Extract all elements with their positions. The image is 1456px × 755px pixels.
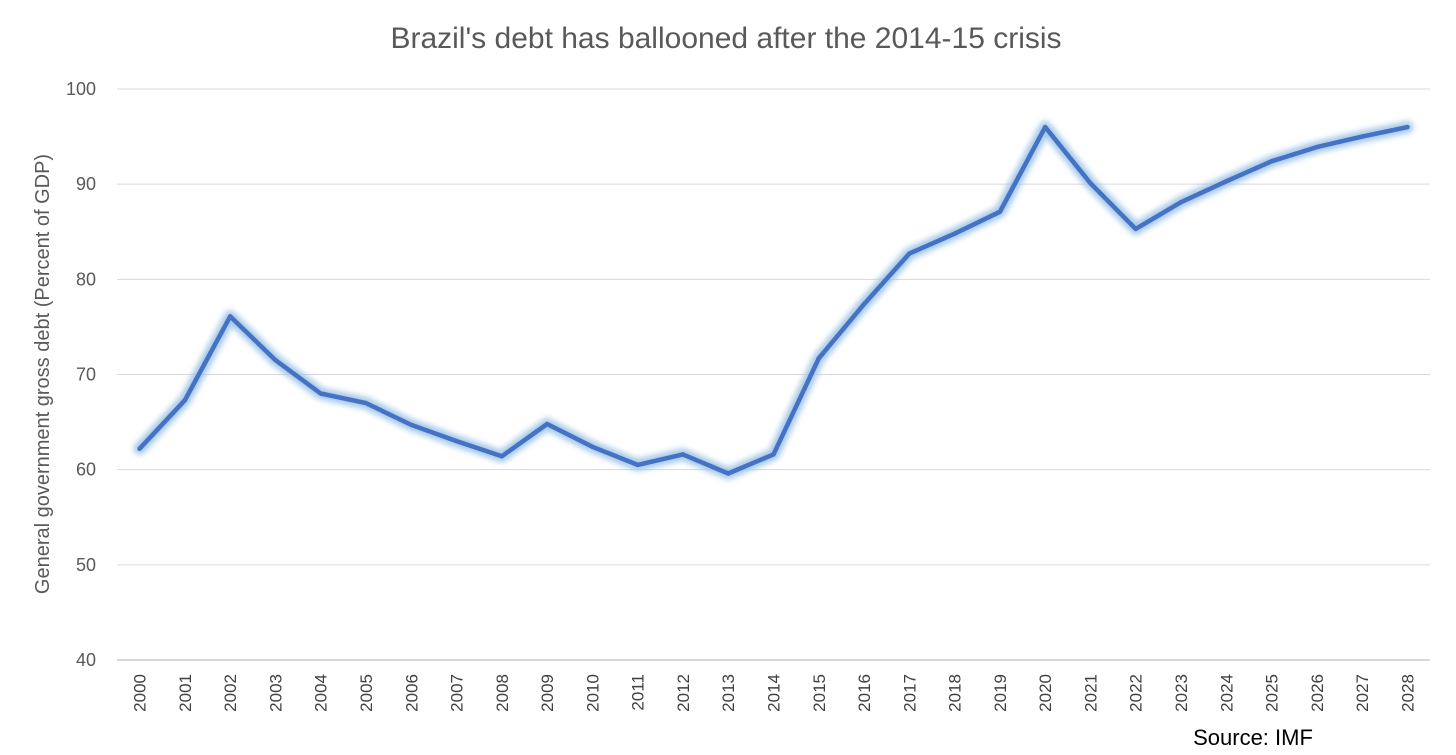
data-point <box>816 356 821 361</box>
y-axis-ticks: 40 50 60 70 80 90 100 <box>66 79 96 670</box>
data-point <box>318 391 323 396</box>
x-tick-label: 2005 <box>357 674 376 712</box>
y-tick-label: 100 <box>66 79 96 99</box>
x-tick-label: 2008 <box>493 674 512 712</box>
x-tick-label: 2026 <box>1308 674 1327 712</box>
data-point <box>137 446 142 451</box>
data-point <box>726 471 731 476</box>
x-tick-label: 2002 <box>221 674 240 712</box>
chart-title: Brazil's debt has ballooned after the 20… <box>390 22 1061 55</box>
x-tick-label: 2000 <box>131 674 150 712</box>
data-point <box>861 301 867 307</box>
y-tick-label: 40 <box>76 650 96 670</box>
data-point <box>1269 159 1274 164</box>
data-point <box>454 438 459 444</box>
series-group <box>133 121 1414 480</box>
x-tick-label: 2028 <box>1398 674 1417 712</box>
data-point <box>544 421 550 427</box>
data-point <box>1405 124 1410 130</box>
data-point <box>997 209 1003 214</box>
x-tick-label: 2022 <box>1127 674 1146 712</box>
data-point <box>1359 134 1365 139</box>
data-point <box>499 454 505 459</box>
source-note: Source: IMF <box>1193 725 1313 750</box>
x-axis-ticks: 2000 2001 2002 2003 2004 2005 2006 2007 2008 2009… <box>131 674 1418 712</box>
data-point <box>409 422 414 428</box>
data-point <box>1133 226 1138 232</box>
data-point <box>590 444 595 450</box>
y-axis-label: General government gross debt (Percent o… <box>32 154 54 594</box>
y-tick-label: 60 <box>76 460 96 480</box>
y-tick-label: 50 <box>76 555 96 575</box>
data-point <box>227 314 233 319</box>
x-tick-label: 2009 <box>538 674 557 712</box>
data-point <box>363 400 369 406</box>
x-tick-label: 2024 <box>1217 674 1236 712</box>
data-point <box>952 231 957 236</box>
series-line-glow <box>133 121 1414 480</box>
x-tick-label: 2007 <box>448 674 467 712</box>
x-tick-label: 2004 <box>312 674 331 712</box>
x-tick-label: 2020 <box>1036 674 1055 712</box>
x-tick-label: 2006 <box>402 674 421 712</box>
x-tick-label: 2003 <box>266 674 285 712</box>
y-tick-label: 90 <box>76 174 96 194</box>
x-tick-label: 2013 <box>719 674 738 712</box>
x-tick-label: 2017 <box>900 674 919 712</box>
data-point <box>907 251 912 256</box>
x-tick-label: 2018 <box>946 674 965 712</box>
x-tick-label: 2011 <box>629 674 648 711</box>
x-tick-label: 2019 <box>991 674 1010 712</box>
x-tick-label: 2001 <box>176 674 195 712</box>
data-point <box>1042 124 1048 130</box>
x-tick-label: 2010 <box>583 674 602 712</box>
y-tick-label: 80 <box>76 269 96 289</box>
data-point <box>680 452 686 457</box>
x-tick-label: 2016 <box>855 674 874 712</box>
data-point <box>1314 144 1320 150</box>
data-point <box>273 358 278 363</box>
data-point <box>182 397 188 403</box>
grid <box>117 88 1430 661</box>
x-tick-label: 2023 <box>1172 674 1191 712</box>
y-tick-label: 70 <box>76 365 96 385</box>
x-tick-label: 2012 <box>674 674 693 712</box>
data-point <box>1088 181 1093 186</box>
x-tick-label: 2025 <box>1263 674 1282 712</box>
data-point <box>635 462 640 468</box>
data-point <box>1224 179 1229 184</box>
x-tick-label: 2027 <box>1353 674 1372 712</box>
x-tick-label: 2014 <box>765 674 784 712</box>
data-point <box>771 452 776 457</box>
data-point <box>1178 200 1184 205</box>
x-tick-label: 2021 <box>1081 674 1100 712</box>
x-tick-label: 2015 <box>810 674 829 712</box>
